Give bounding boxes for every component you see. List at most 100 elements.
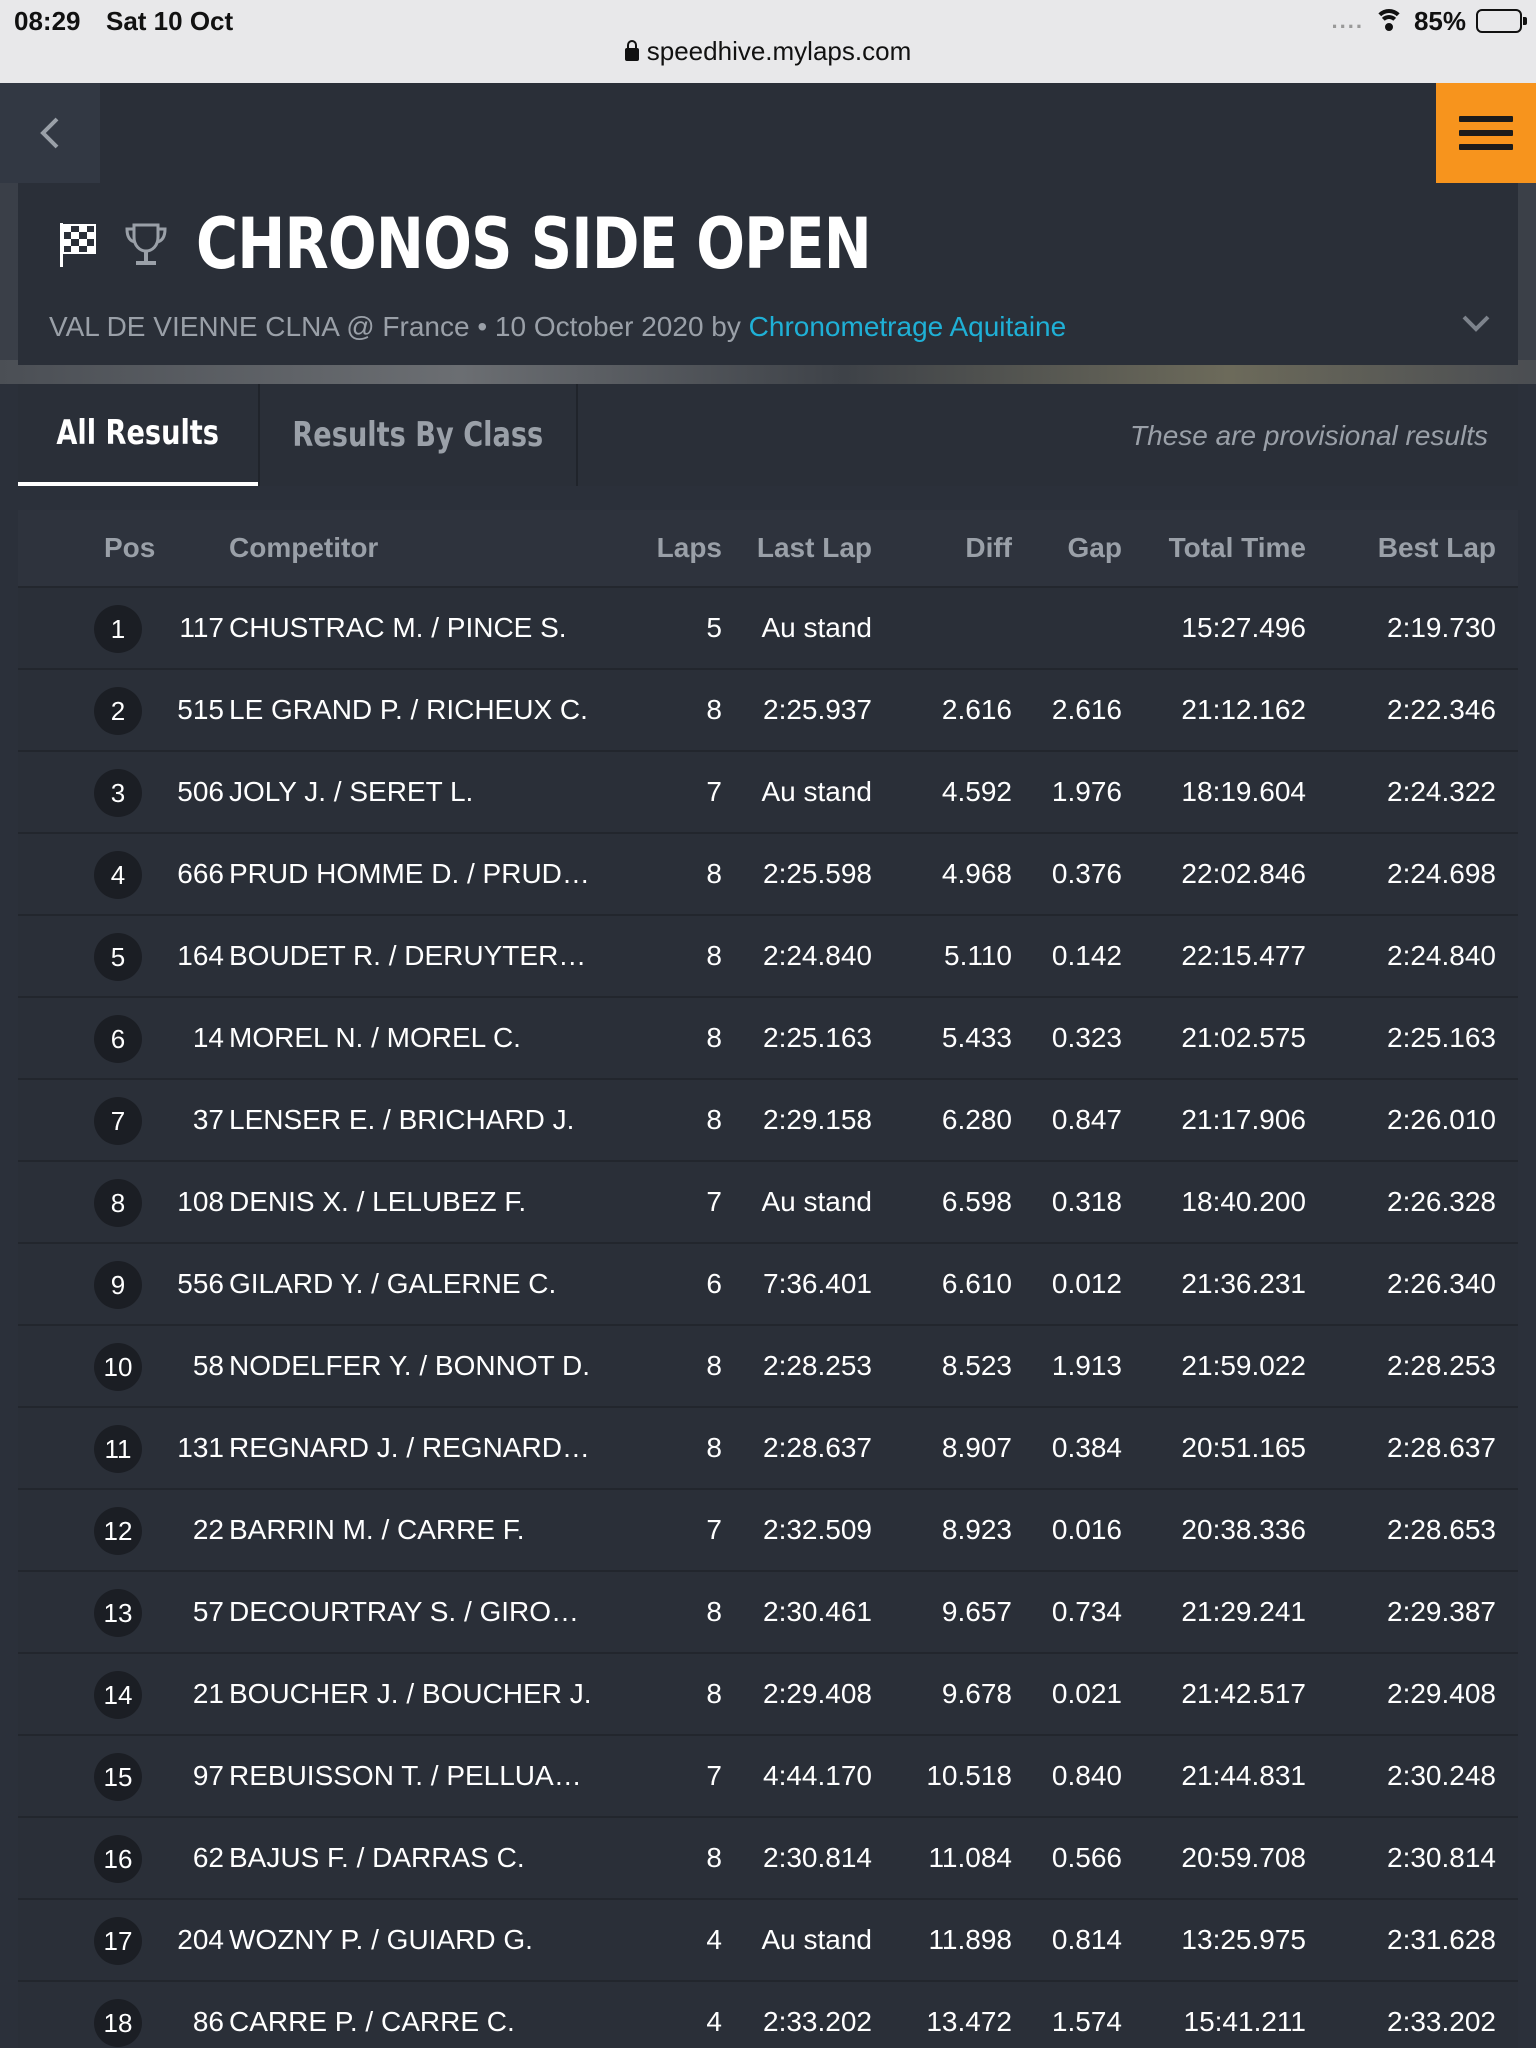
last-lap-value: 4:44.170 <box>763 1760 872 1791</box>
position-badge: 6 <box>94 1015 142 1063</box>
table-row[interactable]: 1 117 CHUSTRAC M. / PINCE S. 5 Au stand … <box>18 588 1518 670</box>
header-competitor[interactable]: Competitor <box>229 532 379 563</box>
total-time-value: 21:02.575 <box>1181 1022 1306 1053</box>
best-lap-value: 2:24.840 <box>1387 940 1496 971</box>
competitor-name[interactable]: BOUDET R. / DERUYTER… <box>229 940 587 971</box>
kart-number: 556 <box>177 1268 224 1299</box>
competitor-name[interactable]: GILARD Y. / GALERNE C. <box>229 1268 557 1299</box>
position-badge: 1 <box>94 605 142 653</box>
total-time-value: 21:44.831 <box>1181 1760 1306 1791</box>
table-row[interactable]: 8 108 DENIS X. / LELUBEZ F. 7 Au stand 6… <box>18 1162 1518 1244</box>
diff-value: 11.898 <box>928 1924 1012 1955</box>
hamburger-menu-button[interactable] <box>1436 83 1536 183</box>
diff-value: 2.616 <box>941 694 1012 725</box>
total-time-value: 13:25.975 <box>1181 1924 1306 1955</box>
competitor-name[interactable]: JOLY J. / SERET L. <box>229 776 474 807</box>
table-row[interactable]: 5 164 BOUDET R. / DERUYTER… 8 2:24.840 5… <box>18 916 1518 998</box>
position-badge: 17 <box>94 1917 142 1965</box>
gap-value: 0.384 <box>1051 1432 1122 1463</box>
results-table: Pos Competitor Laps Last Lap Diff Gap To… <box>18 510 1518 2048</box>
competitor-name[interactable]: LENSER E. / BRICHARD J. <box>229 1104 575 1135</box>
total-time-value: 15:27.496 <box>1181 612 1306 643</box>
table-row[interactable]: 7 37 LENSER E. / BRICHARD J. 8 2:29.158 … <box>18 1080 1518 1162</box>
event-header: CHRONOS SIDE OPEN VAL DE VIENNE CLNA @ F… <box>18 183 1518 365</box>
kart-number: 506 <box>177 776 224 807</box>
table-row[interactable]: 13 57 DECOURTRAY S. / GIRO… 8 2:30.461 9… <box>18 1572 1518 1654</box>
header-laps[interactable]: Laps <box>656 532 722 563</box>
url-bar[interactable]: speedhive.mylaps.com <box>0 36 1536 67</box>
gap-value: 1.976 <box>1051 776 1122 807</box>
table-row[interactable]: 2 515 LE GRAND P. / RICHEUX C. 8 2:25.93… <box>18 670 1518 752</box>
menu-icon <box>1459 116 1513 122</box>
table-row[interactable]: 3 506 JOLY J. / SERET L. 7 Au stand 4.59… <box>18 752 1518 834</box>
table-row[interactable]: 12 22 BARRIN M. / CARRE F. 7 2:32.509 8.… <box>18 1490 1518 1572</box>
table-row[interactable]: 18 86 CARRE P. / CARRE C. 4 2:33.202 13.… <box>18 1982 1518 2048</box>
table-row[interactable]: 10 58 NODELFER Y. / BONNOT D. 8 2:28.253… <box>18 1326 1518 1408</box>
kart-number: 22 <box>192 1514 224 1545</box>
lock-icon <box>624 40 639 61</box>
site-nav <box>0 83 1536 183</box>
tab-results-by-class[interactable]: Results By Class <box>258 384 578 486</box>
gap-value: 0.012 <box>1051 1268 1122 1299</box>
competitor-name[interactable]: BAJUS F. / DARRAS C. <box>229 1842 525 1873</box>
header-total-time[interactable]: Total Time <box>1168 532 1306 563</box>
laps-value: 8 <box>706 1842 722 1873</box>
table-row[interactable]: 9 556 GILARD Y. / GALERNE C. 6 7:36.401 … <box>18 1244 1518 1326</box>
best-lap-value: 2:31.628 <box>1387 1924 1496 1955</box>
tabs-spacer <box>0 486 1536 510</box>
status-bar: 08:29 Sat 10 Oct .... 85% speedhive.myla… <box>0 0 1536 83</box>
table-row[interactable]: 14 21 BOUCHER J. / BOUCHER J. 8 2:29.408… <box>18 1654 1518 1736</box>
laps-value: 5 <box>706 612 722 643</box>
competitor-name[interactable]: REGNARD J. / REGNARD… <box>229 1432 590 1463</box>
best-lap-value: 2:19.730 <box>1387 612 1496 643</box>
header-pos[interactable]: Pos <box>104 532 156 563</box>
organizer-link[interactable]: Chronometrage Aquitaine <box>748 311 1067 342</box>
laps-value: 6 <box>706 1268 722 1299</box>
position-badge: 5 <box>94 933 142 981</box>
competitor-name[interactable]: LE GRAND P. / RICHEUX C. <box>229 694 588 725</box>
last-lap-value: Au stand <box>761 1186 872 1217</box>
total-time-value: 20:59.708 <box>1181 1842 1306 1873</box>
laps-value: 8 <box>706 694 722 725</box>
position-badge: 2 <box>94 687 142 735</box>
kart-number: 57 <box>192 1596 224 1627</box>
kart-number: 97 <box>192 1760 224 1791</box>
laps-value: 7 <box>706 776 722 807</box>
position-badge: 9 <box>94 1261 142 1309</box>
gap-value: 1.574 <box>1051 2006 1122 2037</box>
wifi-icon <box>1373 9 1404 33</box>
table-row[interactable]: 15 97 REBUISSON T. / PELLUA… 7 4:44.170 … <box>18 1736 1518 1818</box>
competitor-name[interactable]: CHUSTRAC M. / PINCE S. <box>229 612 567 643</box>
table-row[interactable]: 4 666 PRUD HOMME D. / PRUD… 8 2:25.598 4… <box>18 834 1518 916</box>
competitor-name[interactable]: CARRE P. / CARRE C. <box>229 2006 515 2037</box>
table-row[interactable]: 11 131 REGNARD J. / REGNARD… 8 2:28.637 … <box>18 1408 1518 1490</box>
competitor-name[interactable]: REBUISSON T. / PELLUA… <box>229 1760 582 1791</box>
diff-value: 5.110 <box>944 940 1012 971</box>
position-badge: 15 <box>94 1753 142 1801</box>
competitor-name[interactable]: BOUCHER J. / BOUCHER J. <box>229 1678 592 1709</box>
position-badge: 7 <box>94 1097 142 1145</box>
header-gap[interactable]: Gap <box>1067 532 1122 563</box>
last-lap-value: Au stand <box>761 776 872 807</box>
table-row[interactable]: 17 204 WOZNY P. / GUIARD G. 4 Au stand 1… <box>18 1900 1518 1982</box>
header-best-lap[interactable]: Best Lap <box>1377 532 1496 563</box>
tab-all-results[interactable]: All Results <box>18 384 258 486</box>
competitor-name[interactable]: DENIS X. / LELUBEZ F. <box>229 1186 527 1217</box>
table-row[interactable]: 6 14 MOREL N. / MOREL C. 8 2:25.163 5.43… <box>18 998 1518 1080</box>
header-last-lap[interactable]: Last Lap <box>756 532 872 563</box>
competitor-name[interactable]: MOREL N. / MOREL C. <box>229 1022 521 1053</box>
chevron-down-icon[interactable] <box>1460 313 1492 333</box>
competitor-name[interactable]: PRUD HOMME D. / PRUD… <box>229 858 590 889</box>
competitor-name[interactable]: BARRIN M. / CARRE F. <box>229 1514 525 1545</box>
diff-value: 9.678 <box>941 1678 1012 1709</box>
competitor-name[interactable]: WOZNY P. / GUIARD G. <box>229 1924 533 1955</box>
table-row[interactable]: 16 62 BAJUS F. / DARRAS C. 8 2:30.814 11… <box>18 1818 1518 1900</box>
laps-value: 8 <box>706 1022 722 1053</box>
last-lap-value: 2:30.461 <box>763 1596 872 1627</box>
header-diff[interactable]: Diff <box>965 532 1012 563</box>
best-lap-value: 2:28.253 <box>1387 1350 1496 1381</box>
back-button[interactable] <box>0 83 100 183</box>
competitor-name[interactable]: NODELFER Y. / BONNOT D. <box>229 1350 590 1381</box>
competitor-name[interactable]: DECOURTRAY S. / GIRO… <box>229 1596 580 1627</box>
provisional-note: These are provisional results <box>1130 420 1488 451</box>
